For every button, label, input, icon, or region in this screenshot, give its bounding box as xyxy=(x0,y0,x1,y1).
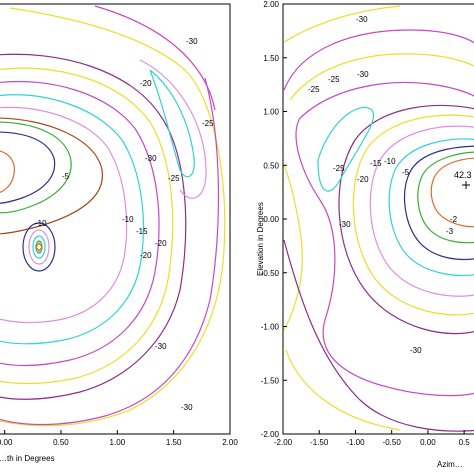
x-tick-label: 2.00 xyxy=(222,438,238,447)
y-tick-label: -2.00 xyxy=(261,430,280,439)
contour-label: -25 xyxy=(308,85,320,94)
contour-line xyxy=(317,106,375,192)
contour-label: -20 xyxy=(140,251,152,260)
x-tick-label: 0.00 xyxy=(0,438,13,447)
contour-label: -10 xyxy=(35,219,47,228)
x-tick-label: 1.50 xyxy=(166,438,182,447)
contour-line xyxy=(94,5,216,111)
contour-line xyxy=(283,239,474,432)
contour-line xyxy=(299,81,474,119)
left-contour-panel: -30 -20 -25 -30 -25 -5 -10 -15 -20 -10 -… xyxy=(0,3,238,463)
contour-line xyxy=(0,7,226,427)
contour-line xyxy=(0,131,56,204)
contour-line xyxy=(32,235,46,259)
peak-value-label: 42.3 xyxy=(454,170,472,180)
contour-label: -10 xyxy=(122,215,134,224)
contour-line xyxy=(139,59,207,199)
contour-label: -30 xyxy=(357,70,369,79)
left-plot-frame xyxy=(0,3,231,435)
contour-label: -3 xyxy=(446,227,454,236)
x-tick-label: -1.00 xyxy=(346,438,365,447)
contour-label: -15 xyxy=(136,227,148,236)
left-contours xyxy=(0,5,226,427)
contour-line xyxy=(0,67,174,385)
contour-label: -30 xyxy=(356,15,368,24)
contour-line xyxy=(0,53,187,400)
contour-line xyxy=(283,5,401,43)
contour-label: -5 xyxy=(62,172,70,181)
y-tick-label: -1.00 xyxy=(261,323,280,332)
contour-label: -25 xyxy=(168,174,180,183)
x-tick-label: 0.00 xyxy=(420,438,436,447)
right-plot-frame xyxy=(282,3,474,435)
contour-line xyxy=(285,349,401,431)
contour-line xyxy=(352,114,474,316)
contour-line xyxy=(295,117,474,397)
left-contour-labels: -30 -20 -25 -30 -25 -5 -10 -15 -20 -10 -… xyxy=(35,37,214,412)
contour-line xyxy=(338,104,474,335)
right-x-axis-label: Azim… xyxy=(437,460,463,469)
contour-line xyxy=(430,157,474,228)
contour-line xyxy=(0,106,128,324)
contour-line xyxy=(283,29,474,91)
contour-label: -30 xyxy=(186,37,198,46)
left-x-axis-label: …th in Degrees xyxy=(0,454,55,463)
contour-label: -10 xyxy=(384,157,396,166)
contour-label: -15 xyxy=(370,159,382,168)
contour-line xyxy=(35,242,43,252)
contour-label: -20 xyxy=(357,175,369,184)
contour-line xyxy=(22,222,56,272)
contour-label: -30 xyxy=(145,154,157,163)
y-tick-label: 1.50 xyxy=(263,54,279,63)
contour-label: -30 xyxy=(410,346,422,355)
contour-label: -30 xyxy=(181,403,193,412)
contour-line xyxy=(0,80,160,367)
contour-line xyxy=(0,121,72,214)
contour-line xyxy=(0,150,15,193)
y-tick-label: 0.50 xyxy=(263,161,279,170)
contour-line xyxy=(403,145,474,261)
x-tick-label: 0.5 xyxy=(459,438,471,447)
right-contour-panel: 42.3 -30 -30 -25 -20 -15 -10 -5 -25 -25 … xyxy=(256,0,474,469)
contour-line xyxy=(0,77,220,426)
x-tick-label: 0.50 xyxy=(53,438,69,447)
right-y-axis-label: Elevation in Degrees xyxy=(256,202,265,276)
contour-line xyxy=(388,138,474,276)
contour-line xyxy=(28,229,50,265)
right-contour-labels: -30 -30 -25 -20 -15 -10 -5 -25 -25 -30 -… xyxy=(308,15,458,355)
x-tick-label: -1.50 xyxy=(310,438,329,447)
contour-label: -25 xyxy=(328,75,340,84)
contour-line xyxy=(289,53,474,101)
y-tick-label: 2.00 xyxy=(263,0,279,9)
contour-line xyxy=(369,125,474,297)
contour-label: -30 xyxy=(339,220,351,229)
y-tick-label: -1.50 xyxy=(261,376,280,385)
peak-marker-icon xyxy=(462,181,470,189)
x-tick-label: -0.50 xyxy=(383,438,402,447)
contour-label: -20 xyxy=(140,79,152,88)
y-tick-label: 0.00 xyxy=(263,215,279,224)
right-x-axis: -2.00 -1.50 -1.00 -0.50 0.00 0.5 xyxy=(274,430,470,447)
x-tick-label: 1.00 xyxy=(110,438,126,447)
contour-label: -30 xyxy=(155,342,167,351)
right-contours xyxy=(283,5,474,432)
x-tick-label: -2.00 xyxy=(274,438,293,447)
y-tick-label: 1.00 xyxy=(263,108,279,117)
y-tick-label: -0.50 xyxy=(261,269,280,278)
contour-line xyxy=(149,69,195,178)
contour-label: -20 xyxy=(155,239,167,248)
contour-label: -5 xyxy=(402,168,410,177)
contour-label: -2 xyxy=(450,215,458,224)
left-x-axis: 0.00 0.50 1.00 1.50 2.00 …th in Degrees xyxy=(0,430,238,463)
contour-label: -25 xyxy=(202,119,214,128)
contour-line xyxy=(0,94,144,345)
contour-line xyxy=(283,164,303,331)
contour-line xyxy=(417,151,474,244)
right-y-axis: 2.00 1.50 1.00 0.50 0.00 -0.50 -1.00 -1.50 -2.00 xyxy=(261,0,287,439)
contour-label: -25 xyxy=(333,164,345,173)
contour-line xyxy=(0,117,103,235)
